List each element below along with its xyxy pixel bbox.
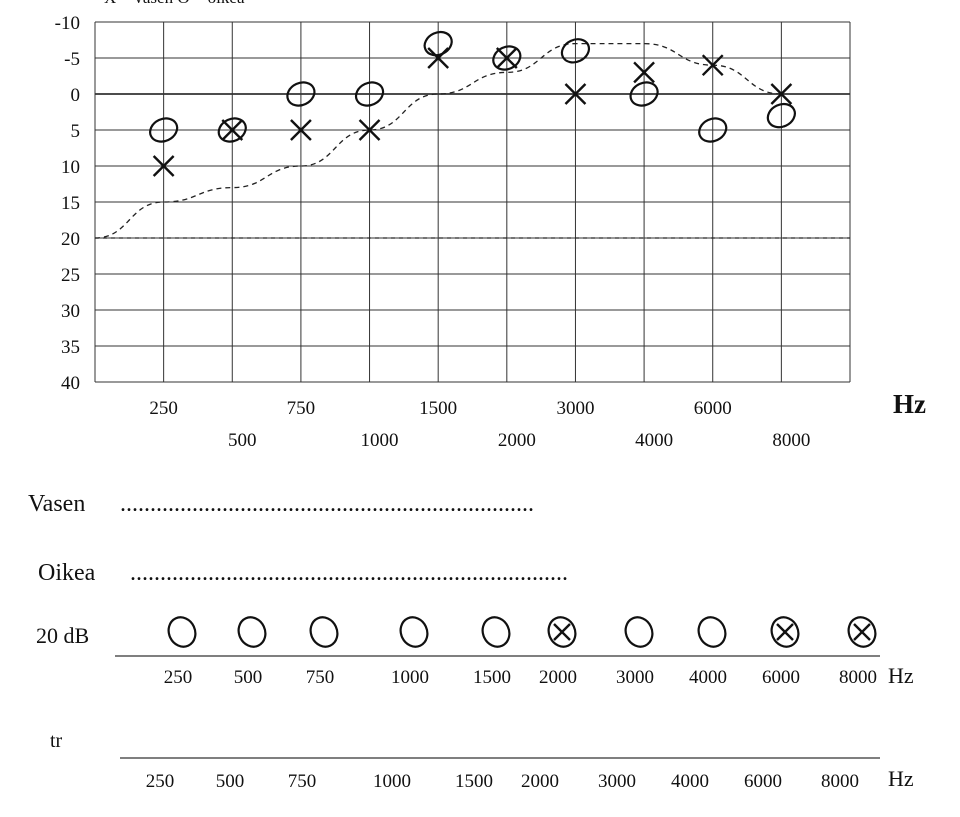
screen-o-marker bbox=[481, 616, 511, 648]
y-tick-label: 20 bbox=[61, 229, 80, 250]
screen-freq-label: 6000 bbox=[762, 667, 800, 688]
screen-o-marker bbox=[167, 616, 197, 648]
oikea-o-marker bbox=[286, 81, 316, 107]
screen-x-marker bbox=[553, 623, 571, 641]
oikea-dotted-line: ........................................… bbox=[130, 560, 568, 586]
x-tick-label: 1000 bbox=[361, 430, 399, 451]
y-tick-label: 25 bbox=[61, 265, 80, 286]
reference-curve bbox=[94, 42, 782, 239]
screen-o-marker bbox=[399, 616, 429, 648]
form-rules bbox=[115, 655, 880, 759]
tr-freq-label: 6000 bbox=[744, 771, 782, 792]
y-tick-label: -5 bbox=[64, 49, 80, 70]
screen-o-marker bbox=[697, 616, 727, 648]
x-tick-label: 6000 bbox=[694, 398, 732, 419]
tr-freq-label: 8000 bbox=[821, 771, 859, 792]
x-tick-label: 750 bbox=[287, 398, 316, 419]
screen-freq-label: 250 bbox=[164, 667, 193, 688]
vasen-x-marker bbox=[770, 83, 793, 105]
x-tick-label: 2000 bbox=[498, 430, 536, 451]
x-tick-label: 8000 bbox=[772, 430, 810, 451]
tr-freq-label: 250 bbox=[146, 771, 175, 792]
screen-x-marker bbox=[853, 623, 871, 641]
screen-o-marker bbox=[770, 616, 800, 648]
vasen-x-marker bbox=[633, 61, 655, 84]
screen-freq-label: 8000 bbox=[839, 667, 877, 688]
y-tick-label: 40 bbox=[61, 373, 80, 394]
screen-freq-label: 2000 bbox=[539, 667, 577, 688]
y-tick-label: 30 bbox=[61, 301, 80, 322]
oikea-o-marker bbox=[766, 102, 796, 129]
oikea-o-marker bbox=[560, 38, 591, 64]
vasen-label: Vasen bbox=[28, 491, 86, 517]
tr-freq-label: 500 bbox=[216, 771, 245, 792]
y-tick-label: 5 bbox=[71, 121, 81, 142]
screen-freq-label: 3000 bbox=[616, 667, 654, 688]
x-tick-label: 4000 bbox=[635, 430, 673, 451]
screen-hz-label: Hz bbox=[888, 663, 914, 688]
tr-freq-label: 4000 bbox=[671, 771, 709, 792]
screen-o-marker bbox=[847, 616, 877, 648]
y-tick-label: -10 bbox=[55, 13, 80, 34]
oikea-o-marker bbox=[492, 45, 522, 71]
screen-o-marker bbox=[624, 616, 654, 648]
oikea-label: Oikea bbox=[38, 560, 96, 586]
vasen-dotted-line: ........................................… bbox=[120, 491, 534, 517]
y-tick-label: 10 bbox=[61, 157, 80, 178]
tr-freq-label: 3000 bbox=[598, 771, 636, 792]
screen-x-marker bbox=[776, 623, 794, 641]
screen-20db-label: 20 dB bbox=[36, 623, 90, 648]
vasen-x-marker bbox=[701, 54, 724, 77]
y-tick-label: 15 bbox=[61, 193, 80, 214]
y-tick-label: 35 bbox=[61, 337, 80, 358]
screen-o-marker bbox=[309, 616, 339, 648]
tr-hz-label: Hz bbox=[888, 766, 914, 791]
oikea-o-marker bbox=[629, 81, 659, 107]
vasen-x-marker bbox=[221, 119, 244, 141]
screen-freq-label: 750 bbox=[306, 667, 335, 688]
screen-o-marker bbox=[237, 616, 267, 648]
x-tick-label: 3000 bbox=[556, 398, 594, 419]
tr-freq-label: 1500 bbox=[455, 771, 493, 792]
reference-lines bbox=[94, 42, 850, 239]
vasen-x-marker bbox=[564, 83, 587, 105]
screen-test-marks: 250 500 750 1000 1500 2000 3000 4000 6000 8000 250… bbox=[146, 616, 877, 792]
tr-freq-label: 1000 bbox=[373, 771, 411, 792]
vasen-x-marker bbox=[290, 119, 312, 141]
data-marks bbox=[149, 30, 796, 177]
tr-freq-label: 750 bbox=[288, 771, 317, 792]
x-tick-label: 1500 bbox=[419, 398, 457, 419]
oikea-o-marker bbox=[354, 81, 385, 107]
vasen-x-marker bbox=[358, 119, 381, 141]
screen-freq-label: 4000 bbox=[689, 667, 727, 688]
y-tick-label: 0 bbox=[71, 85, 81, 106]
oikea-o-marker bbox=[149, 117, 179, 143]
legend-text: X = vasen O = oikea bbox=[104, 0, 245, 8]
screen-freq-label: 1000 bbox=[391, 667, 429, 688]
x-tick-label: 500 bbox=[228, 430, 257, 451]
vasen-x-marker bbox=[152, 155, 175, 177]
screen-freq-label: 1500 bbox=[473, 667, 511, 688]
vasen-x-marker bbox=[495, 47, 518, 69]
tr-label: tr bbox=[50, 730, 63, 752]
oikea-o-marker bbox=[423, 30, 453, 57]
screen-o-marker bbox=[547, 616, 577, 648]
hz-axis-label: Hz bbox=[893, 389, 926, 419]
screen-freq-label: 500 bbox=[234, 667, 263, 688]
oikea-o-marker bbox=[698, 117, 728, 143]
tr-freq-label: 2000 bbox=[521, 771, 559, 792]
oikea-o-marker bbox=[217, 117, 247, 143]
x-tick-label: 250 bbox=[149, 398, 178, 419]
